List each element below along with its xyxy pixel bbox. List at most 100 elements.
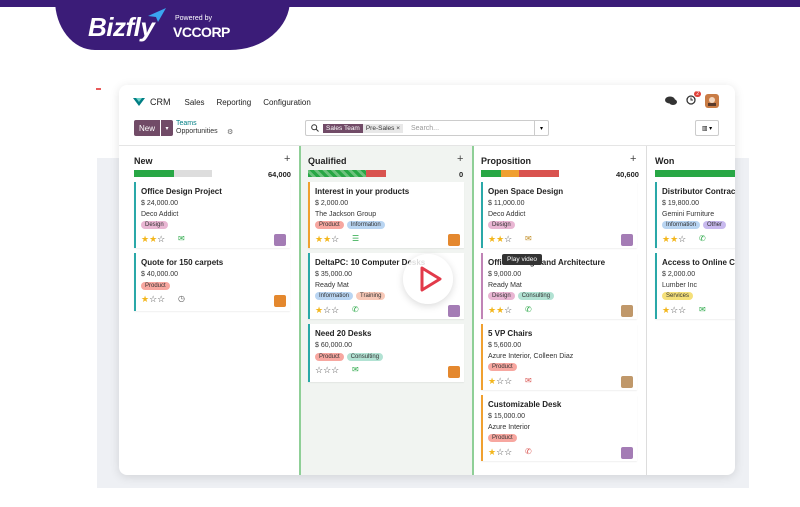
crm-window: CRM Sales Reporting Configuration 2 New … xyxy=(119,85,735,475)
card-title: Open Space Design xyxy=(488,187,564,196)
card-tags: Product xyxy=(488,434,517,442)
email-icon[interactable]: ✉ xyxy=(699,305,706,314)
search-bar[interactable]: Sales Team Pre-Sales × Search... ▾ xyxy=(305,120,549,136)
priority-stars[interactable]: ★☆☆ xyxy=(488,376,513,386)
nav-reporting[interactable]: Reporting xyxy=(216,97,252,107)
priority-stars[interactable]: ★☆☆ xyxy=(141,294,166,304)
card-amount: $ 2,000.00 xyxy=(662,271,696,278)
clock-icon[interactable]: ◷ xyxy=(178,294,185,303)
email-icon[interactable]: ✉ xyxy=(525,376,532,385)
new-dropdown-toggle[interactable]: ▾ xyxy=(161,120,173,136)
column-title-new: New xyxy=(134,156,153,166)
kanban-card[interactable]: Distributor Contract $ 19,800.00 Gemini … xyxy=(655,182,735,248)
card-customer: Deco Addict xyxy=(141,211,179,218)
avatar[interactable] xyxy=(448,234,460,246)
avatar[interactable] xyxy=(621,234,633,246)
card-amount: $ 15,000.00 xyxy=(488,413,525,420)
progress-bar-won[interactable] xyxy=(655,170,735,177)
gear-icon[interactable]: ⚙ xyxy=(227,129,234,136)
avatar[interactable] xyxy=(621,376,633,388)
priority-stars[interactable]: ★☆☆ xyxy=(315,305,340,315)
column-total-new: 64,000 xyxy=(268,170,291,179)
control-panel: New ▾ Teams Opportunities ⚙ Sales Team P… xyxy=(119,119,735,145)
priority-stars[interactable]: ★★☆ xyxy=(315,234,340,244)
priority-stars[interactable]: ★☆☆ xyxy=(662,305,687,315)
user-avatar[interactable] xyxy=(705,94,719,108)
card-title: Access to Online Catalog xyxy=(662,258,735,267)
clock-icon xyxy=(686,95,696,105)
nav-app-crm[interactable]: CRM xyxy=(150,97,171,107)
card-tags: Design xyxy=(488,221,515,229)
brand-powered-by: Powered by xyxy=(175,15,212,22)
new-button[interactable]: New xyxy=(134,120,160,136)
avatar[interactable] xyxy=(274,234,286,246)
email-icon[interactable]: ✉ xyxy=(525,234,532,243)
card-title: Office Design Project xyxy=(141,187,222,196)
priority-stars[interactable]: ★★☆ xyxy=(141,234,166,244)
priority-stars[interactable]: ☆☆☆ xyxy=(315,365,340,375)
activity-button[interactable]: 2 xyxy=(686,91,701,107)
card-amount: $ 40,000.00 xyxy=(141,271,178,278)
chat-icon[interactable] xyxy=(665,96,677,106)
kanban-card[interactable]: Customizable Desk $ 15,000.00 Azure Inte… xyxy=(481,395,637,461)
search-dropdown-toggle[interactable]: ▾ xyxy=(534,121,548,135)
phone-icon[interactable]: ✆ xyxy=(699,234,706,243)
priority-stars[interactable]: ★★☆ xyxy=(488,305,513,315)
progress-bar-proposition[interactable] xyxy=(481,170,559,177)
priority-stars[interactable]: ★★☆ xyxy=(662,234,687,244)
kanban-card[interactable]: Quote for 150 carpets $ 40,000.00 Produc… xyxy=(134,253,290,311)
search-facet-value[interactable]: Pre-Sales × xyxy=(362,123,403,133)
nav-configuration[interactable]: Configuration xyxy=(263,97,311,107)
progress-bar-new[interactable] xyxy=(134,170,212,177)
card-tags: Information Training xyxy=(315,292,386,300)
brand-header: Bizfly Powered by VCCORP xyxy=(55,0,290,50)
card-title: Customizable Desk xyxy=(488,400,562,409)
priority-stars[interactable]: ★★☆ xyxy=(488,234,513,244)
card-tags: Product Information xyxy=(315,221,385,229)
add-card-button-proposition[interactable]: + xyxy=(630,153,637,165)
tag-product: Product xyxy=(488,363,517,371)
search-input[interactable]: Search... xyxy=(411,124,440,132)
tag-other: Other xyxy=(703,221,727,229)
card-customer: Ready Mat xyxy=(488,282,522,289)
add-card-button-new[interactable]: + xyxy=(284,153,291,165)
progress-won xyxy=(134,170,174,177)
list-icon[interactable]: ☰ xyxy=(352,234,360,243)
crm-logo-icon[interactable] xyxy=(133,97,145,107)
phone-icon[interactable]: ✆ xyxy=(525,447,532,456)
nav-sales[interactable]: Sales xyxy=(184,97,205,107)
brand-name: Bizfly xyxy=(88,12,155,42)
phone-icon[interactable]: ✆ xyxy=(525,305,532,314)
brand-partner: VCCORP xyxy=(173,24,230,40)
kanban-card[interactable]: Access to Online Catalog $ 2,000.00 Lumb… xyxy=(655,253,735,319)
avatar[interactable] xyxy=(448,366,460,378)
column-divider xyxy=(472,146,474,475)
tooltip: Play video xyxy=(502,254,542,265)
priority-stars[interactable]: ★☆☆ xyxy=(488,447,513,457)
kanban-card[interactable]: Need 20 Desks $ 60,000.00 Product Consult… xyxy=(308,324,464,382)
card-tags: Product Consulting xyxy=(315,353,384,361)
avatar[interactable] xyxy=(621,305,633,317)
kanban-card[interactable]: Office Design and Architecture $ 9,000.0… xyxy=(481,253,637,319)
card-amount: $ 11,000.00 xyxy=(488,200,525,207)
kanban-card[interactable]: 5 VP Chairs $ 5,600.00 Azure Interior, C… xyxy=(481,324,637,390)
kanban-card[interactable]: Office Design Project $ 24,000.00 Deco A… xyxy=(134,182,290,248)
phone-icon[interactable]: ✆ xyxy=(352,305,359,314)
kanban-card[interactable]: Open Space Design $ 11,000.00 Deco Addic… xyxy=(481,182,637,248)
close-icon[interactable]: × xyxy=(396,124,400,132)
kanban-view-switch[interactable]: ▥ ▾ xyxy=(695,120,719,136)
search-icon xyxy=(311,124,319,132)
kanban-card[interactable]: Interest in your products $ 2,000.00 The… xyxy=(308,182,464,248)
column-title-proposition: Proposition xyxy=(481,156,531,166)
avatar[interactable] xyxy=(274,295,286,307)
play-video-button[interactable] xyxy=(403,254,453,304)
column-total-proposition: 40,600 xyxy=(616,170,639,179)
email-icon[interactable]: ✉ xyxy=(178,234,185,243)
add-card-button-qualified[interactable]: + xyxy=(457,153,464,165)
avatar[interactable] xyxy=(621,447,633,459)
email-icon[interactable]: ✉ xyxy=(352,365,359,374)
avatar[interactable] xyxy=(448,305,460,317)
breadcrumb-teams[interactable]: Teams xyxy=(176,120,197,127)
progress-bar-qualified[interactable] xyxy=(308,170,386,177)
play-icon xyxy=(420,266,442,292)
